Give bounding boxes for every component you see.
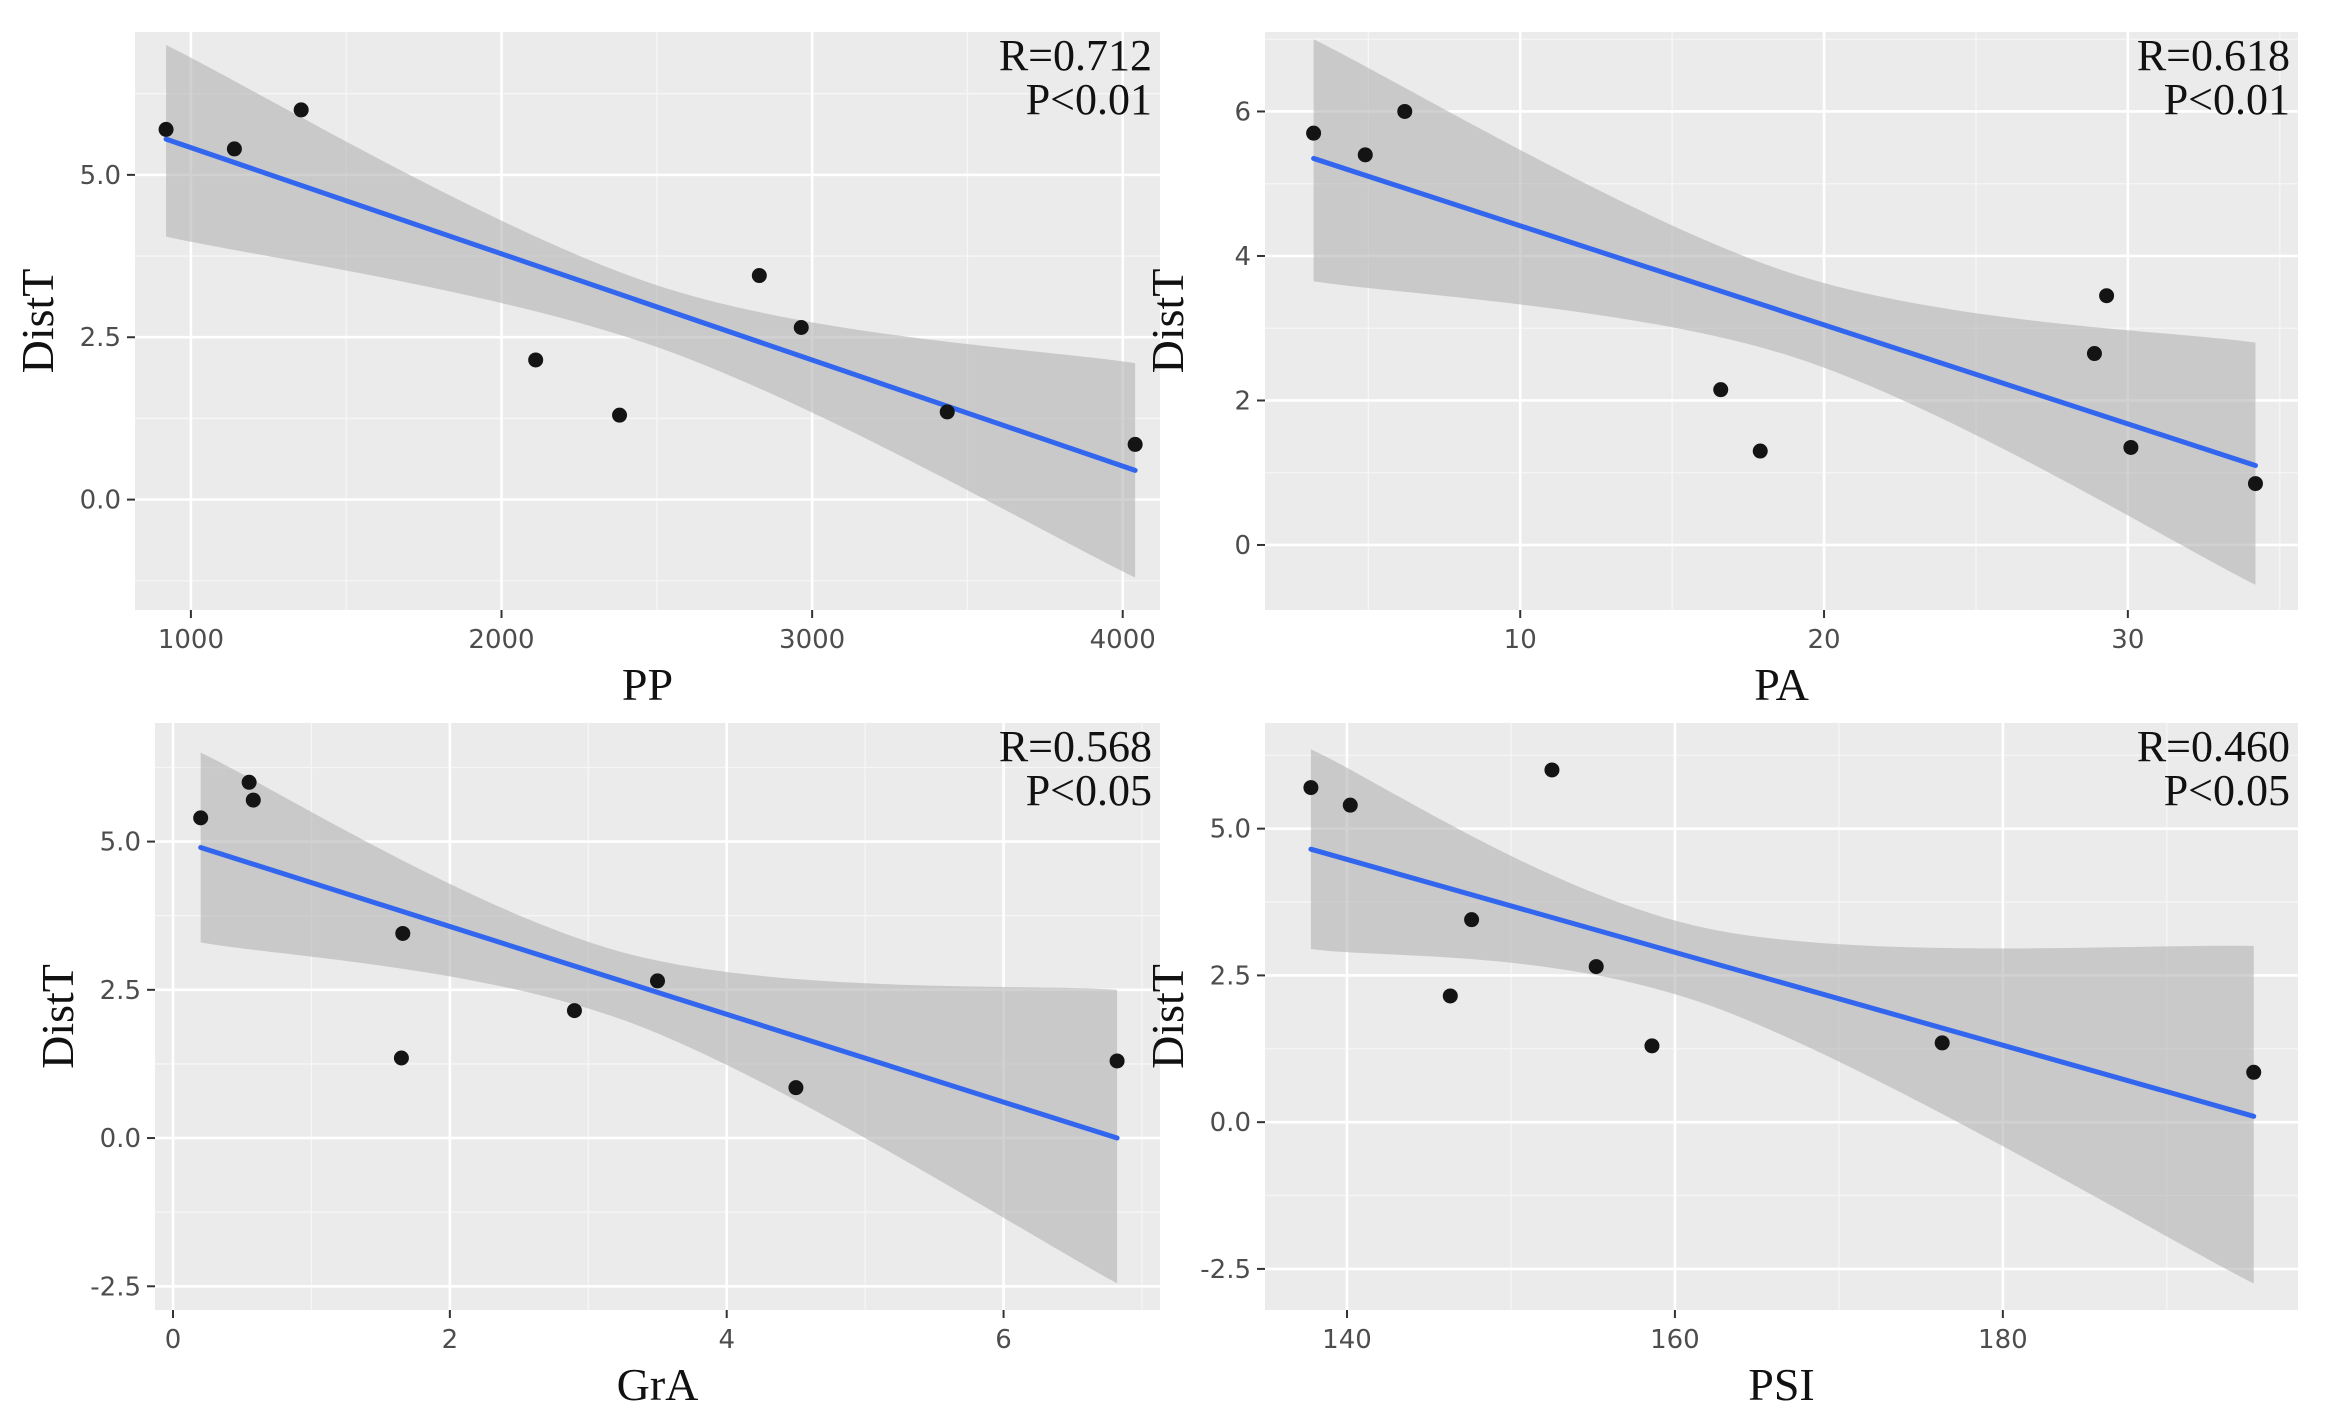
y-tick-label: 5.0	[100, 828, 141, 858]
y-tick-label: 2	[1234, 386, 1251, 416]
data-point	[1464, 912, 1480, 928]
y-axis-title: DistT	[1142, 269, 1193, 374]
data-point	[1303, 780, 1319, 796]
y-axis-title: DistT	[1142, 964, 1193, 1069]
r-value-label: R=0.618	[2137, 31, 2290, 80]
r-value-label: R=0.568	[999, 722, 1152, 771]
data-point	[1127, 436, 1143, 452]
data-point	[2099, 288, 2115, 304]
y-tick-label: 2.5	[100, 976, 141, 1006]
x-tick-label: 2	[442, 1325, 459, 1355]
x-tick-label: 6	[995, 1325, 1012, 1355]
x-axis-title: GrA	[617, 1359, 699, 1408]
data-point	[1752, 443, 1768, 459]
x-tick-label: 4000	[1090, 625, 1156, 655]
y-tick-label: 2.5	[1210, 961, 1251, 991]
x-axis-title: PA	[1754, 659, 1809, 710]
data-point	[1544, 762, 1560, 778]
r-value-label: R=0.712	[999, 31, 1152, 80]
y-tick-label: 4	[1234, 242, 1251, 272]
data-point	[566, 1003, 582, 1019]
y-axis-title: DistT	[32, 964, 83, 1069]
x-tick-label: 4	[718, 1325, 735, 1355]
y-tick-label: 6	[1234, 97, 1251, 127]
data-point	[1342, 797, 1358, 813]
data-point	[245, 792, 261, 808]
x-tick-label: 2000	[468, 625, 534, 655]
x-tick-label: 160	[1650, 1325, 1700, 1355]
x-tick-label: 140	[1322, 1325, 1372, 1355]
data-point	[293, 102, 309, 118]
confidence-band	[200, 752, 1118, 1284]
x-axis-title: PSI	[1748, 1359, 1814, 1408]
y-tick-label: 0.0	[100, 1124, 141, 1154]
p-value-label: P<0.05	[2164, 766, 2290, 815]
data-point	[2086, 346, 2102, 362]
y-tick-label: 0.0	[80, 486, 121, 516]
data-point	[1713, 382, 1729, 398]
p-value-label: P<0.01	[1026, 75, 1152, 124]
regression-line	[198, 845, 1120, 1141]
data-point	[226, 141, 242, 157]
data-point	[1644, 1038, 1660, 1054]
y-tick-label: -2.5	[1200, 1255, 1251, 1285]
y-axis-title: DistT	[12, 269, 63, 374]
y-tick-label: 5.0	[80, 161, 121, 191]
y-tick-label: 2.5	[80, 323, 121, 353]
data-point	[395, 925, 411, 941]
data-point	[612, 407, 628, 423]
data-point	[2246, 1064, 2262, 1080]
x-tick-label: 30	[2111, 625, 2144, 655]
data-point	[1934, 1035, 1950, 1051]
data-point	[751, 268, 767, 284]
x-tick-label: 20	[1807, 625, 1840, 655]
p-value-label: P<0.01	[2164, 75, 2290, 124]
x-tick-label: 180	[1978, 1325, 2028, 1355]
data-point	[1397, 103, 1413, 119]
regression-line	[163, 136, 1138, 473]
data-point	[393, 1050, 409, 1066]
y-tick-label: 5.0	[1210, 815, 1251, 845]
data-point	[650, 973, 665, 989]
confidence-band	[166, 44, 1136, 578]
data-point	[1109, 1053, 1125, 1069]
data-point	[939, 404, 955, 420]
data-point	[528, 352, 544, 368]
data-point	[158, 121, 174, 137]
x-tick-label: 10	[1504, 625, 1537, 655]
r-value-label: R=0.460	[2137, 722, 2290, 771]
regression-line	[1311, 155, 2258, 468]
data-point	[1588, 959, 1604, 975]
confidence-band	[1310, 749, 2254, 1284]
y-tick-label: 0.0	[1210, 1108, 1251, 1138]
y-tick-label: -2.5	[90, 1272, 141, 1302]
data-point	[1306, 125, 1322, 141]
x-axis-title: PP	[622, 659, 673, 710]
data-point	[241, 774, 257, 790]
x-tick-label: 3000	[779, 625, 845, 655]
data-point	[793, 319, 809, 335]
regression-line	[1308, 846, 2257, 1119]
p-value-label: P<0.05	[1026, 766, 1152, 815]
x-tick-label: 0	[165, 1325, 182, 1355]
data-point	[193, 810, 209, 826]
data-point	[1357, 147, 1373, 163]
data-point	[1442, 988, 1458, 1004]
data-point	[2247, 476, 2263, 492]
data-point	[788, 1080, 804, 1096]
data-point	[2123, 439, 2139, 455]
x-tick-label: 1000	[158, 625, 224, 655]
y-tick-label: 0	[1234, 531, 1251, 561]
